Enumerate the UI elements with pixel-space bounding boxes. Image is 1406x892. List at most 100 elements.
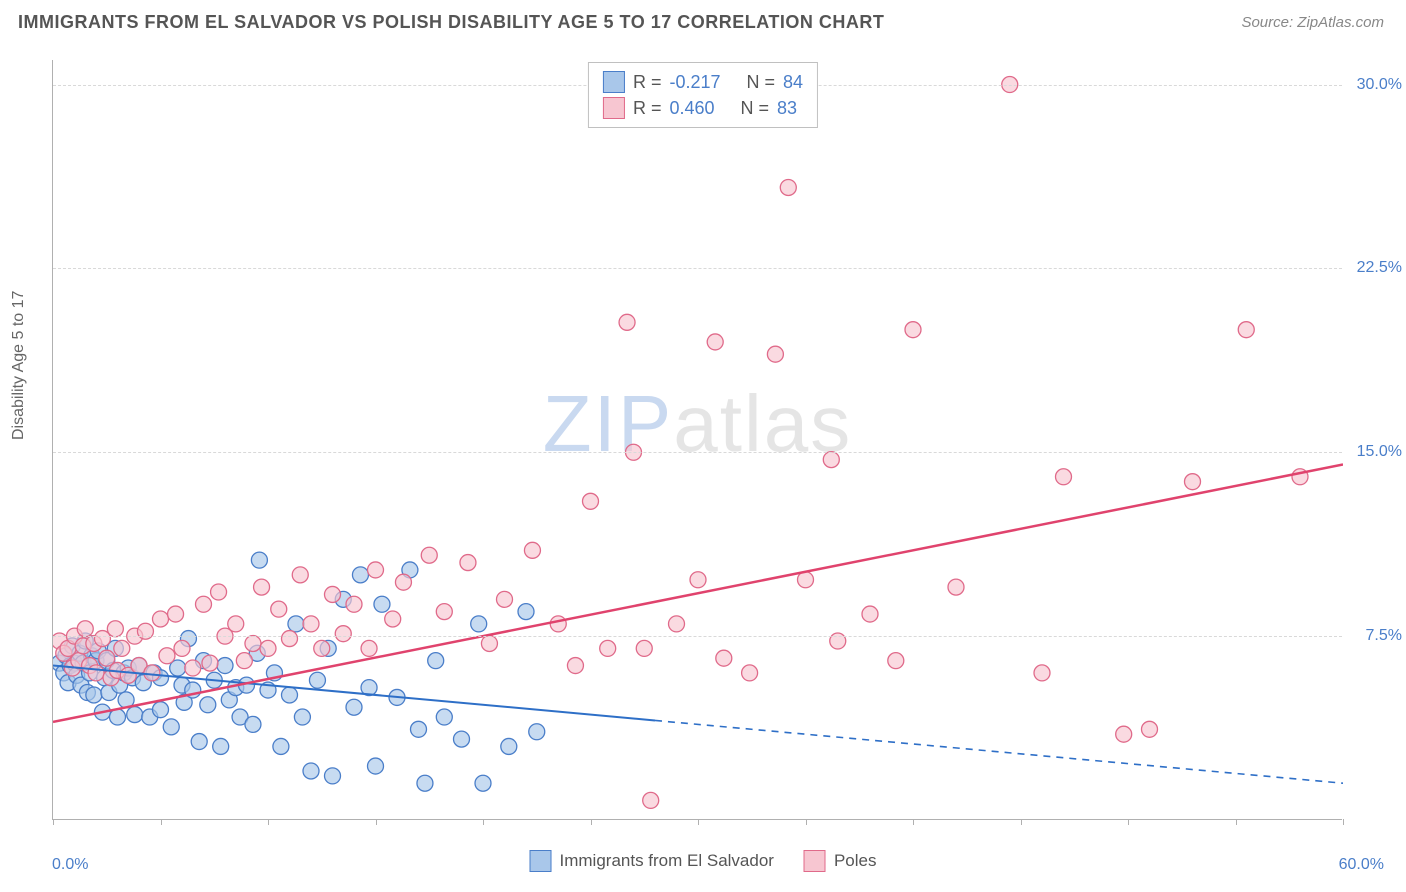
data-point [1142,721,1158,737]
data-point [114,640,130,656]
data-point [421,547,437,563]
x-tick [53,819,54,825]
data-point [335,626,351,642]
data-point [191,734,207,750]
data-point [346,699,362,715]
data-point [823,452,839,468]
y-tick-label: 30.0% [1357,76,1402,94]
data-point [1238,322,1254,338]
data-point [780,179,796,195]
data-point [460,555,476,571]
data-point [168,606,184,622]
grid-line [53,452,1342,453]
data-point [159,648,175,664]
data-point [213,738,229,754]
data-point [282,687,298,703]
data-point [454,731,470,747]
y-tick-label: 7.5% [1366,627,1402,645]
bottom-swatch-1 [804,850,826,872]
data-point [600,640,616,656]
data-point [251,552,267,568]
r-label-1: R = [633,95,662,121]
data-point [153,611,169,627]
data-point [471,616,487,632]
data-point [325,768,341,784]
data-point [716,650,732,666]
bottom-legend: Immigrants from El Salvador Poles [530,850,877,872]
x-tick [268,819,269,825]
data-point [411,721,427,737]
x-tick [483,819,484,825]
r-label-0: R = [633,69,662,95]
data-point [273,738,289,754]
data-point [529,724,545,740]
data-point [260,640,276,656]
data-point [567,658,583,674]
data-point [518,604,534,620]
x-tick [376,819,377,825]
data-point [417,775,433,791]
data-point [436,709,452,725]
data-point [294,709,310,725]
data-point [742,665,758,681]
data-point [368,758,384,774]
data-point [245,716,261,732]
data-point [200,697,216,713]
x-tick [1021,819,1022,825]
y-tick-label: 22.5% [1357,259,1402,277]
grid-line [53,636,1342,637]
data-point [314,640,330,656]
data-point [475,775,491,791]
data-point [196,596,212,612]
data-point [707,334,723,350]
stats-row-0: R = -0.217 N = 84 [603,69,803,95]
data-point [245,635,261,651]
data-point [163,719,179,735]
data-point [325,586,341,602]
data-point [211,584,227,600]
data-point [550,616,566,632]
data-point [303,616,319,632]
data-point [346,596,362,612]
bottom-legend-item-0: Immigrants from El Salvador [530,850,774,872]
data-point [374,596,390,612]
trend-line [53,465,1343,722]
data-point [1185,474,1201,490]
data-point [524,542,540,558]
n-value-1: 83 [777,95,797,121]
data-point [1034,665,1050,681]
data-point [888,653,904,669]
data-point [86,687,102,703]
data-point [288,616,304,632]
data-point [1056,469,1072,485]
data-point [368,562,384,578]
bottom-label-1: Poles [834,851,877,871]
data-point [583,493,599,509]
data-point [127,707,143,723]
stats-legend: R = -0.217 N = 84 R = 0.460 N = 83 [588,62,818,128]
stats-row-1: R = 0.460 N = 83 [603,95,803,121]
data-point [905,322,921,338]
data-point [643,792,659,808]
data-point [669,616,685,632]
data-point [862,606,878,622]
plot-area: ZIPatlas 7.5%15.0%22.5%30.0% [52,60,1342,820]
data-point [292,567,308,583]
swatch-0 [603,71,625,93]
data-point [767,346,783,362]
data-point [217,658,233,674]
bottom-swatch-0 [530,850,552,872]
data-point [282,631,298,647]
x-tick [1128,819,1129,825]
data-point [1116,726,1132,742]
data-point [153,702,169,718]
swatch-1 [603,97,625,119]
y-tick-label: 15.0% [1357,443,1402,461]
data-point [88,665,104,681]
x-tick [698,819,699,825]
x-tick [591,819,592,825]
data-point [202,655,218,671]
n-label-1: N = [741,95,770,121]
x-tick [1343,819,1344,825]
trend-line-dashed [655,720,1343,783]
